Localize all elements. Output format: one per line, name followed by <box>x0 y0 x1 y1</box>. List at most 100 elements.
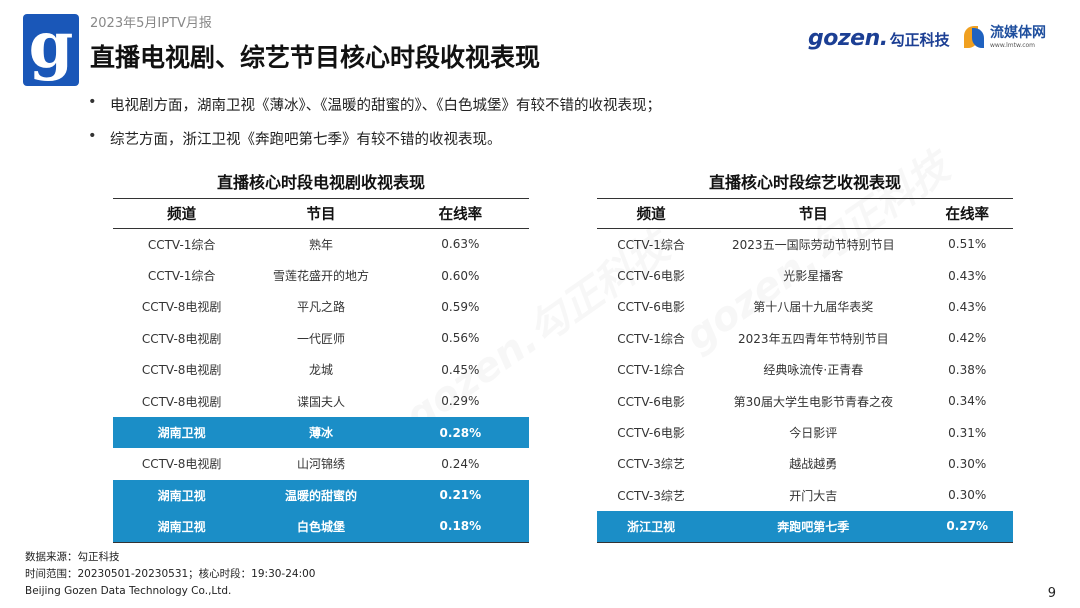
cell-channel: CCTV-1综合 <box>617 331 685 346</box>
data-source: 数据来源：勾正科技 <box>25 551 120 563</box>
table-row: CCTV-3综艺 越战越勇 0.30% <box>597 448 1013 479</box>
table-row: CCTV-8电视剧 龙城 0.45% <box>113 354 529 385</box>
cell-program: 越战越勇 <box>789 457 838 472</box>
cell-channel: CCTV-6电影 <box>617 426 685 441</box>
table-row: CCTV-1综合 雪莲花盛开的地方 0.60% <box>113 260 529 291</box>
cell-rate: 0.24% <box>441 456 480 471</box>
report-label: 2023年5月IPTV月报 <box>90 16 212 31</box>
cell-rate: 0.38% <box>948 362 987 377</box>
variety-table-block: 直播核心时段综艺收视表现 频道 节目 在线率 CCTV-1综合 2023五一国际劳… <box>597 172 1013 543</box>
cell-rate: 0.45% <box>441 362 480 377</box>
variety-table: 频道 节目 在线率 CCTV-1综合 2023五一国际劳动节特别节目 0.51% CC… <box>597 198 1013 543</box>
cell-rate: 0.63% <box>441 237 480 252</box>
cell-program: 雪莲花盛开的地方 <box>272 269 369 284</box>
lmtw-mark-icon <box>964 24 986 50</box>
table-row: CCTV-6电影 第十八届十九届华表奖 0.43% <box>597 291 1013 322</box>
cell-program: 一代匠师 <box>296 331 345 346</box>
cell-rate: 0.56% <box>441 331 480 346</box>
drama-table-block: 直播核心时段电视剧收视表现 频道 节目 在线率 CCTV-1综合 熟年 0.63% C… <box>113 172 529 543</box>
cell-program: 龙城 <box>308 363 333 378</box>
time-range: 时间范围：20230501-20230531；核心时段：19:30-24:00 <box>25 568 316 580</box>
cell-rate: 0.30% <box>948 488 987 503</box>
cell-program: 奔跑吧第七季 <box>705 511 922 543</box>
lmtw-brand-cn: 流媒体网 <box>990 24 1046 41</box>
table-row: CCTV-8电视剧 山河锦绣 0.24% <box>113 448 529 479</box>
cell-rate: 0.51% <box>948 237 987 252</box>
footer: 数据来源：勾正科技 时间范围：20230501-20230531；核心时段：19… <box>25 549 315 600</box>
cell-program: 经典咏流传·正青春 <box>763 363 864 378</box>
gozen-brand-latin: gozen. <box>808 26 888 51</box>
gozen-brand-logo: gozen. 勾正科技 <box>808 26 950 51</box>
cell-rate: 0.29% <box>441 394 480 409</box>
table-row: CCTV-6电影 光影星播客 0.43% <box>597 260 1013 291</box>
cell-rate: 0.34% <box>948 394 987 409</box>
table-row: CCTV-6电影 今日影评 0.31% <box>597 417 1013 448</box>
page-number: 9 <box>1047 586 1056 601</box>
cell-channel: CCTV-8电视剧 <box>141 457 222 472</box>
table-row: CCTV-8电视剧 平凡之路 0.59% <box>113 291 529 322</box>
cell-rate: 0.31% <box>948 425 987 440</box>
table-row: CCTV-1综合 经典咏流传·正青春 0.38% <box>597 354 1013 385</box>
variety-table-title: 直播核心时段综艺收视表现 <box>708 173 901 192</box>
cell-channel: CCTV-1综合 <box>147 269 216 284</box>
cell-program: 2023五一国际劳动节特别节目 <box>732 237 895 252</box>
drama-table-title: 直播核心时段电视剧收视表现 <box>216 173 425 192</box>
cell-channel: CCTV-3综艺 <box>617 457 685 472</box>
company-name: Beijing Gozen Data Technology Co.,Ltd. <box>25 585 232 597</box>
table-row: CCTV-1综合 2023五一国际劳动节特别节目 0.51% <box>597 229 1013 260</box>
cell-rate: 0.59% <box>441 299 480 314</box>
cell-channel: 浙江卫视 <box>597 511 706 543</box>
gozen-brand-cn: 勾正科技 <box>889 31 950 49</box>
header-channel: 频道 <box>597 198 706 229</box>
header-program: 节目 <box>705 198 922 229</box>
cell-channel: 湖南卫视 <box>113 479 251 512</box>
cell-channel: CCTV-8电视剧 <box>141 363 222 378</box>
cell-channel: CCTV-1综合 <box>617 363 685 378</box>
lmtw-brand-url: www.lmtw.com <box>990 41 1036 49</box>
cell-program: 第30届大学生电影节青春之夜 <box>733 394 893 409</box>
cell-program: 今日影评 <box>789 426 838 441</box>
table-row: 湖南卫视 温暖的甜蜜的 0.21% <box>113 479 529 512</box>
cell-channel: CCTV-8电视剧 <box>141 394 222 409</box>
cell-channel: CCTV-1综合 <box>147 237 216 252</box>
page-title: 直播电视剧、综艺节目核心时段收视表现 <box>90 43 541 72</box>
cell-rate: 0.60% <box>441 268 480 283</box>
logo-letter: g <box>28 14 74 83</box>
header-rate: 在线率 <box>391 198 529 229</box>
cell-rate: 0.27% <box>921 511 1013 543</box>
cell-channel: CCTV-8电视剧 <box>141 300 222 315</box>
cell-program: 白色城堡 <box>250 511 392 543</box>
table-header-row: 频道 节目 在线率 <box>597 198 1013 229</box>
gozen-g-logo: g <box>23 14 79 86</box>
cell-channel: CCTV-8电视剧 <box>141 331 222 346</box>
cell-rate: 0.30% <box>948 456 987 471</box>
cell-program: 薄冰 <box>250 416 392 449</box>
table-header-row: 频道 节目 在线率 <box>113 198 529 229</box>
cell-channel: 湖南卫视 <box>113 511 251 543</box>
cell-rate: 0.21% <box>391 479 529 512</box>
bullet-item: 综艺方面，浙江卫视《奔跑吧第七季》有较不错的收视表现。 <box>88 128 661 149</box>
cell-channel: CCTV-3综艺 <box>617 488 685 503</box>
cell-rate: 0.43% <box>948 268 987 283</box>
table-row: CCTV-3综艺 开门大吉 0.30% <box>597 480 1013 511</box>
table-row: CCTV-8电视剧 谍国夫人 0.29% <box>113 385 529 416</box>
cell-channel: CCTV-1综合 <box>617 237 685 252</box>
cell-channel: 湖南卫视 <box>113 416 251 449</box>
cell-program: 光影星播客 <box>783 269 844 284</box>
table-row: CCTV-8电视剧 一代匠师 0.56% <box>113 323 529 354</box>
lmtw-brand-logo: 流媒体网 www.lmtw.com <box>964 24 1046 50</box>
table-row: CCTV-1综合 熟年 0.63% <box>113 229 529 260</box>
drama-table: 频道 节目 在线率 CCTV-1综合 熟年 0.63% CCTV-1综合 雪莲花盛开的地… <box>113 198 529 543</box>
cell-program: 熟年 <box>308 237 333 252</box>
table-row: 浙江卫视 奔跑吧第七季 0.27% <box>597 511 1013 543</box>
cell-program: 开门大吉 <box>789 488 838 503</box>
summary-bullets: 电视剧方面，湖南卫视《薄冰》、《温暖的甜蜜的》、《白色城堡》有较不错的收视表现；… <box>88 94 661 162</box>
cell-program: 平凡之路 <box>296 300 345 315</box>
table-row: 湖南卫视 白色城堡 0.18% <box>113 511 529 543</box>
header-channel: 频道 <box>113 198 251 229</box>
table-row: 湖南卫视 薄冰 0.28% <box>113 416 529 449</box>
table-row: CCTV-1综合 2023年五四青年节特别节目 0.42% <box>597 323 1013 354</box>
cell-channel: CCTV-6电影 <box>617 300 685 315</box>
cell-rate: 0.28% <box>391 416 529 449</box>
cell-rate: 0.18% <box>391 511 529 543</box>
